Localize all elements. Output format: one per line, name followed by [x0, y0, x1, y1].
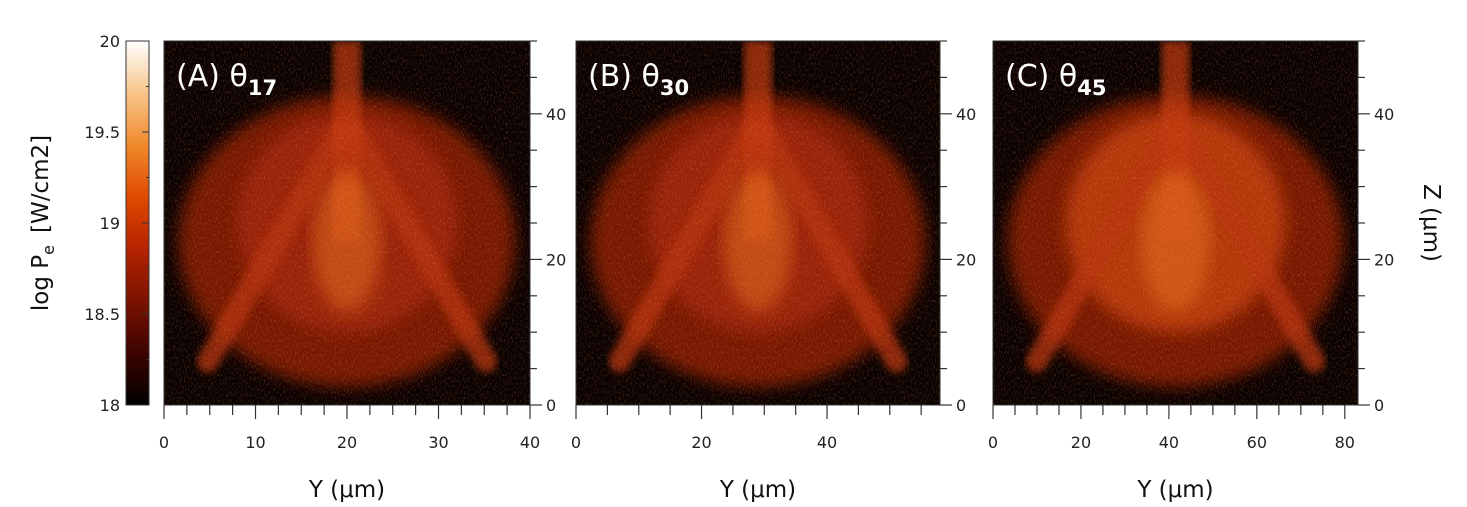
panel-label-sub: 17: [248, 76, 277, 100]
heatmap: [164, 41, 530, 405]
y-tick-label: 0: [546, 396, 556, 415]
y-tick-label: 20: [546, 250, 566, 269]
panel-2: 0 20 40 Y (μm) 0 20 40 (B) θ30: [571, 40, 976, 503]
panels: 0 10 20 30 40 Y (μm) 0 20 40 (A) θ17 0 20 40 Y (μm) 0 2…: [159, 40, 1394, 503]
panel-label: (C) θ45: [1005, 59, 1106, 100]
x-tick-label: 40: [817, 433, 837, 452]
right-axis-title: Z (μm): [1418, 184, 1444, 262]
heatmap: [993, 41, 1358, 405]
x-tick-label: 80: [1335, 433, 1355, 452]
panel-3: 0 20 40 60 80 Y (μm) 0 20 40 (C) θ45: [988, 40, 1394, 503]
y-tick-label: 40: [956, 105, 976, 124]
x-tick-label: 40: [520, 433, 540, 452]
y-tick-label: 20: [1374, 250, 1394, 269]
panel-label: (B) θ30: [588, 59, 689, 100]
y-tick-label: 40: [546, 105, 566, 124]
x-tick-label: 20: [337, 433, 357, 452]
y-axis: 0 20 40: [530, 40, 566, 415]
y-tick-label: 20: [956, 250, 976, 269]
panel-label-main: (C) θ: [1005, 59, 1077, 94]
colorbar-title-main: log P: [28, 255, 54, 311]
x-axis-title: Y (μm): [308, 477, 385, 503]
colorbar-tick-label: 18: [100, 396, 120, 415]
y-axis: 0 20 40: [1358, 40, 1394, 415]
x-tick-label: 20: [691, 433, 711, 452]
colorbar-tick-label: 18.5: [84, 305, 120, 324]
y-tick-label: 40: [1374, 105, 1394, 124]
colorbar-title-sub: e: [39, 245, 58, 255]
colorbar-title-unit: [W/cm2]: [28, 135, 54, 233]
panel-label-main: (A) θ: [176, 59, 248, 94]
colorbar-ticks: 18 18.5 19 19.5 20: [84, 32, 149, 415]
x-tick-label: 20: [1071, 433, 1091, 452]
panel-label-sub: 45: [1077, 76, 1106, 100]
y-axis: 0 20 40: [940, 40, 976, 415]
colorbar-tick-label: 20: [100, 32, 120, 51]
panel-label: (A) θ17: [176, 59, 277, 100]
colorbar-tick-label: 19.5: [84, 123, 120, 142]
x-tick-label: 0: [571, 433, 581, 452]
colorbar-tick-label: 19: [100, 214, 120, 233]
x-axis-title: Y (μm): [1136, 477, 1213, 503]
x-tick-label: 0: [159, 433, 169, 452]
y-tick-label: 0: [956, 396, 966, 415]
colorbar: 18 18.5 19 19.5 20 log Pe [W/cm2]: [28, 32, 150, 415]
x-tick-label: 10: [245, 433, 265, 452]
x-tick-label: 40: [1159, 433, 1179, 452]
y-tick-label: 0: [1374, 396, 1384, 415]
panel-label-sub: 30: [660, 76, 689, 100]
x-tick-label: 60: [1247, 433, 1267, 452]
panel-1: 0 10 20 30 40 Y (μm) 0 20 40 (A) θ17: [159, 40, 566, 503]
heatmap: [576, 41, 940, 405]
panel-label-main: (B) θ: [588, 59, 660, 94]
colorbar-title: log Pe [W/cm2]: [28, 135, 58, 311]
x-tick-label: 0: [988, 433, 998, 452]
x-axis: 0 10 20 30 40: [159, 405, 540, 452]
x-axis: 0 20 40: [571, 405, 922, 452]
x-axis: 0 20 40 60 80: [988, 405, 1355, 452]
x-tick-label: 30: [428, 433, 448, 452]
x-axis-title: Y (μm): [719, 477, 796, 503]
